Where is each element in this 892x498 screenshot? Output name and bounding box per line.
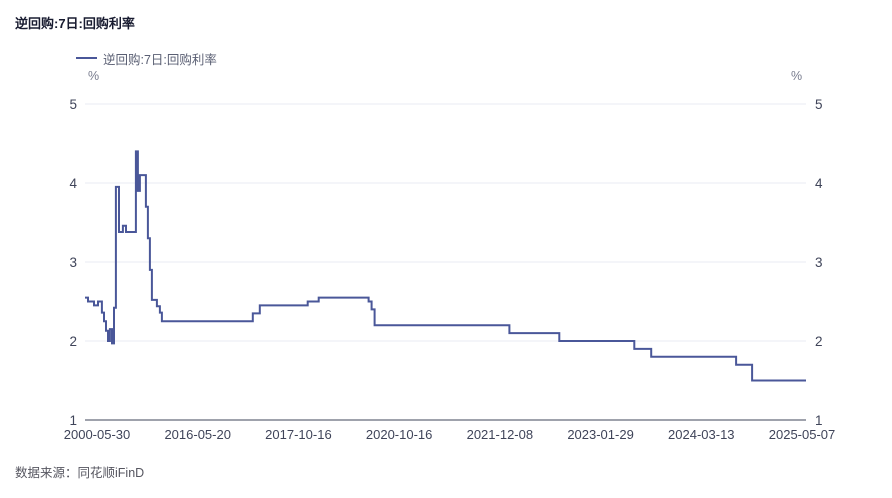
series-line: [85, 150, 806, 382]
y-axis-unit-right: %: [791, 69, 803, 83]
y-axis-tick-label-right: 5: [815, 96, 823, 112]
x-axis-tick-label: 2000-05-30: [63, 427, 131, 442]
data-source-label: 数据来源：同花顺iFinD: [15, 466, 145, 480]
legend-line-swatch: [76, 57, 97, 59]
x-axis-tick-label: 2020-10-16: [365, 427, 433, 442]
x-axis-tick-label: 2025-05-07: [768, 427, 836, 442]
y-axis-tick-label-left: 4: [69, 175, 77, 191]
legend-item[interactable]: 逆回购:7日:回购利率: [76, 50, 217, 67]
x-axis-tick-label: 2024-03-13: [668, 427, 735, 442]
y-axis-tick-label-right: 4: [815, 175, 823, 191]
x-axis-tick-label: 2021-12-08: [466, 427, 534, 442]
y-axis-tick-label-left: 3: [69, 254, 77, 270]
x-axis-tick-label: 2016-05-20: [164, 427, 231, 442]
chart-title: 逆回购:7日:回购利率: [15, 16, 135, 31]
y-axis-tick-label-right: 1: [815, 412, 823, 428]
y-axis-tick-label-right: 2: [815, 333, 823, 349]
legend-label: 逆回购:7日:回购利率: [103, 52, 217, 67]
y-axis-tick-label-right: 3: [815, 254, 823, 270]
y-axis-unit-left: %: [88, 69, 100, 83]
y-axis-tick-label-left: 5: [69, 96, 77, 112]
x-axis-tick-label: 2023-01-29: [567, 427, 634, 442]
x-axis-tick-label: 2017-10-16: [265, 427, 332, 442]
y-axis-tick-label-left: 2: [69, 333, 77, 349]
y-axis-tick-label-left: 1: [69, 412, 77, 428]
